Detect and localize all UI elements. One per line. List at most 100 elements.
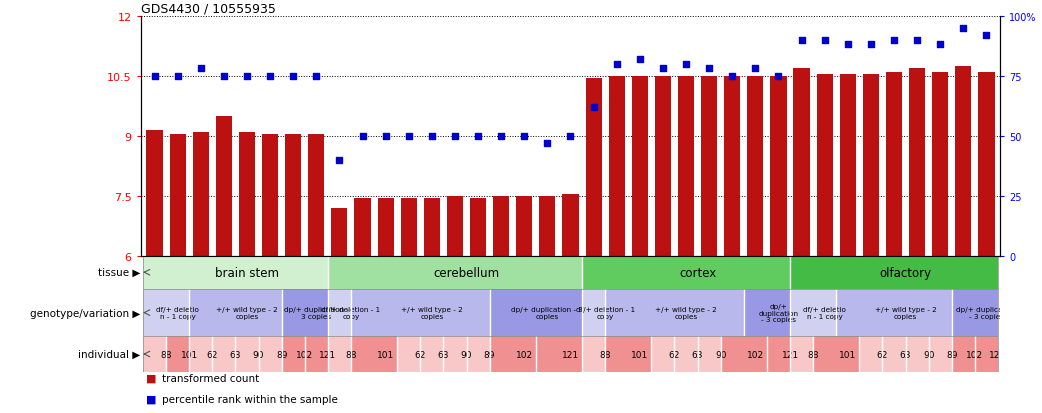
Bar — [563, 194, 578, 256]
Bar — [147, 131, 163, 256]
Text: 88: 88 — [345, 350, 356, 358]
Text: GDS4430 / 10555935: GDS4430 / 10555935 — [141, 2, 275, 15]
Text: 88: 88 — [160, 350, 172, 358]
Text: +/+ wild type - 2
copies: +/+ wild type - 2 copies — [401, 306, 463, 319]
Bar — [286, 134, 301, 256]
Point — [516, 133, 532, 140]
Bar — [262, 134, 278, 256]
Text: ■: ■ — [146, 394, 159, 404]
Bar — [400, 198, 417, 256]
Point — [631, 56, 648, 63]
Point — [816, 37, 833, 44]
Point — [308, 73, 325, 80]
Bar — [582, 256, 790, 289]
Text: +/+ wild type - 2
copies: +/+ wild type - 2 copies — [216, 306, 278, 319]
Bar — [790, 337, 813, 372]
Bar — [540, 196, 555, 256]
Text: percentile rank within the sample: percentile rank within the sample — [162, 394, 338, 404]
Bar — [490, 289, 582, 337]
Bar — [328, 337, 351, 372]
Text: 89: 89 — [276, 350, 288, 358]
Text: 62: 62 — [876, 350, 888, 358]
Point — [377, 133, 394, 140]
Text: 121: 121 — [990, 350, 1007, 358]
Text: 62: 62 — [206, 350, 218, 358]
Bar — [747, 76, 764, 256]
Text: 121: 121 — [319, 350, 337, 358]
Bar — [490, 337, 536, 372]
Text: 62: 62 — [669, 350, 680, 358]
Bar — [586, 78, 601, 256]
Bar — [424, 198, 440, 256]
Point — [677, 61, 694, 68]
Point — [447, 133, 464, 140]
Text: 101: 101 — [839, 350, 857, 358]
Point — [562, 133, 578, 140]
Text: tissue ▶: tissue ▶ — [98, 268, 141, 278]
Bar — [444, 337, 467, 372]
Bar — [609, 76, 625, 256]
Text: df/+ deletion - 1
copy: df/+ deletion - 1 copy — [321, 306, 380, 319]
Bar — [654, 76, 671, 256]
Point — [586, 104, 602, 111]
Text: dp/+
duplication
- 3 copies: dp/+ duplication - 3 copies — [759, 304, 798, 322]
Text: olfactory: olfactory — [879, 266, 932, 279]
Text: 102: 102 — [966, 350, 984, 358]
Bar — [605, 337, 651, 372]
Bar — [933, 72, 948, 256]
Text: 88: 88 — [808, 350, 819, 358]
Bar — [351, 289, 490, 337]
Text: 63: 63 — [900, 350, 912, 358]
Bar — [909, 69, 925, 256]
Bar — [331, 208, 347, 256]
Bar — [817, 74, 833, 256]
Bar — [213, 337, 235, 372]
Text: 62: 62 — [415, 350, 426, 358]
Bar — [308, 134, 324, 256]
Bar — [328, 289, 351, 337]
Point — [400, 133, 417, 140]
Bar — [447, 196, 463, 256]
Bar — [239, 132, 255, 256]
Point — [539, 140, 555, 147]
Bar — [956, 66, 971, 256]
Bar — [516, 196, 532, 256]
Bar — [744, 289, 790, 337]
Point — [654, 66, 671, 73]
Bar — [170, 134, 185, 256]
Point — [770, 73, 787, 80]
Point — [840, 42, 857, 49]
Text: 101: 101 — [631, 350, 648, 358]
Text: dp/+ duplication
- 3 copies: dp/+ duplication - 3 copies — [957, 306, 1017, 319]
Bar — [790, 289, 837, 337]
Point — [354, 133, 371, 140]
Bar — [697, 337, 721, 372]
Bar — [631, 76, 648, 256]
Point — [493, 133, 510, 140]
Bar — [905, 337, 928, 372]
Bar — [790, 256, 998, 289]
Bar — [883, 337, 905, 372]
Text: 101: 101 — [377, 350, 394, 358]
Bar — [193, 132, 208, 256]
Text: 89: 89 — [946, 350, 958, 358]
Bar — [605, 289, 744, 337]
Point — [747, 66, 764, 73]
Point — [470, 133, 487, 140]
Bar — [281, 337, 304, 372]
Text: 90: 90 — [923, 350, 935, 358]
Bar — [674, 337, 697, 372]
Bar — [863, 74, 879, 256]
Point — [863, 42, 879, 49]
Bar — [701, 76, 717, 256]
Bar — [470, 198, 487, 256]
Bar — [794, 69, 810, 256]
Bar — [493, 196, 510, 256]
Text: cortex: cortex — [679, 266, 716, 279]
Bar — [860, 337, 883, 372]
Text: dp/+ duplication -
3 copies: dp/+ duplication - 3 copies — [283, 306, 349, 319]
Bar — [651, 337, 674, 372]
Point — [423, 133, 440, 140]
Bar — [536, 337, 582, 372]
Bar — [281, 289, 328, 337]
